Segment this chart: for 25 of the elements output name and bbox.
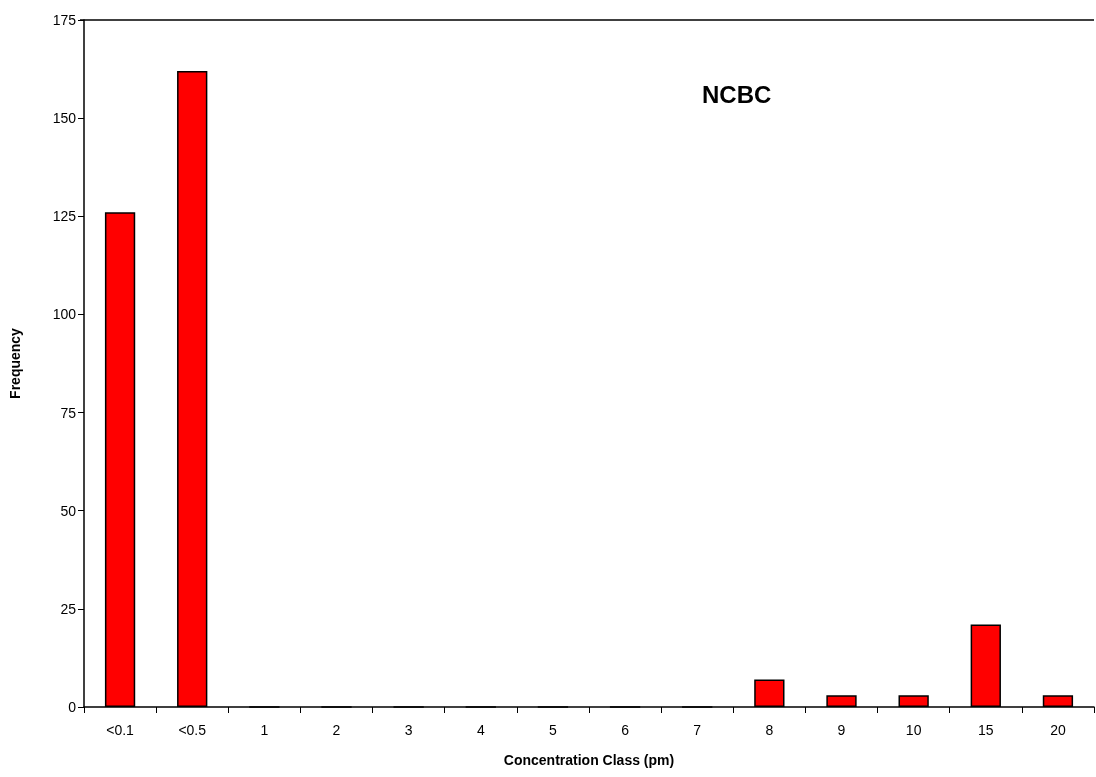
y-tick-label: 100: [52, 306, 77, 323]
x-tick-label: 8: [765, 722, 774, 738]
y-tick-label: 150: [52, 110, 77, 127]
y-tick-label: 0: [68, 699, 77, 715]
y-tick-label: 25: [60, 600, 77, 617]
y-tick-label: 75: [60, 404, 77, 421]
x-tick-label: 10: [905, 722, 922, 738]
x-tick-label: 4: [476, 722, 485, 738]
x-tick-label: 2: [332, 722, 341, 738]
x-tick-label: 3: [404, 722, 413, 738]
x-tick-label: 15: [978, 722, 994, 738]
y-axis-title: Frequency: [7, 327, 23, 399]
x-tick-label: 5: [549, 722, 558, 738]
x-tick-label: <0.5: [178, 722, 207, 738]
x-tick-label: 6: [621, 722, 630, 738]
y-tick-label: 125: [52, 208, 77, 225]
x-tick-label: 9: [837, 722, 846, 738]
x-tick-label: <0.1: [106, 722, 135, 738]
text: NCBC: [702, 80, 772, 108]
x-tick-label: 1: [260, 722, 269, 738]
y-tick-label: 175: [52, 12, 77, 28]
y-tick-label: 50: [60, 502, 77, 519]
x-tick-label: 20: [1050, 722, 1066, 738]
x-axis-title: Concentration Class (pm): [503, 752, 675, 768]
x-tick-label: 7: [693, 722, 702, 738]
